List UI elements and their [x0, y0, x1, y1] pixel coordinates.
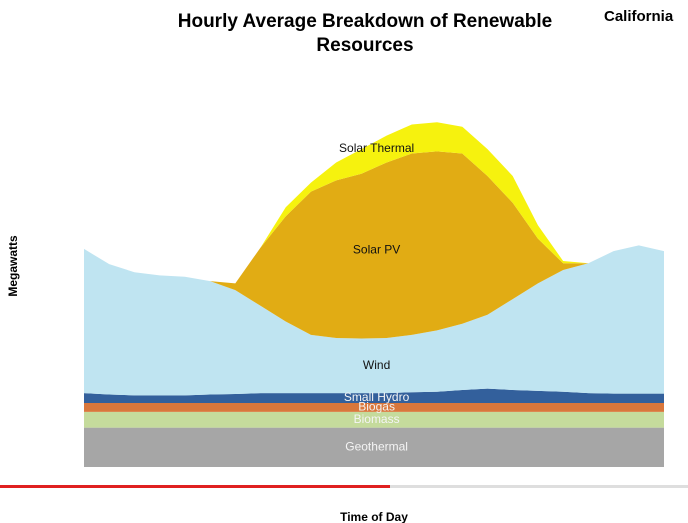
area	[84, 402, 664, 412]
area	[84, 245, 664, 396]
area	[84, 151, 664, 339]
area-label: Solar Thermal	[339, 141, 414, 155]
y-axis-label: Megawatts	[6, 235, 20, 297]
title-line: Resources	[316, 35, 413, 56]
area-label: Small Hydro	[344, 390, 410, 404]
corner-text: California	[604, 8, 674, 25]
video-progress-track[interactable]	[390, 485, 688, 488]
area	[84, 122, 664, 284]
chart-title: Hourly Average Breakdown of Renewable Res…	[178, 11, 552, 56]
area	[84, 427, 664, 467]
title-line: Hourly Average Breakdown of Renewable	[178, 11, 552, 32]
area-label: Solar PV	[353, 242, 400, 256]
x-axis-label: Time of Day	[340, 510, 408, 523]
area-label: Biogas	[358, 400, 395, 414]
video-progress-bar[interactable]	[0, 485, 390, 488]
area-label: Wind	[363, 358, 390, 372]
area	[84, 411, 664, 428]
area-label: Geothermal	[345, 439, 408, 453]
area-label: Biomass	[354, 412, 400, 426]
area	[84, 388, 664, 403]
